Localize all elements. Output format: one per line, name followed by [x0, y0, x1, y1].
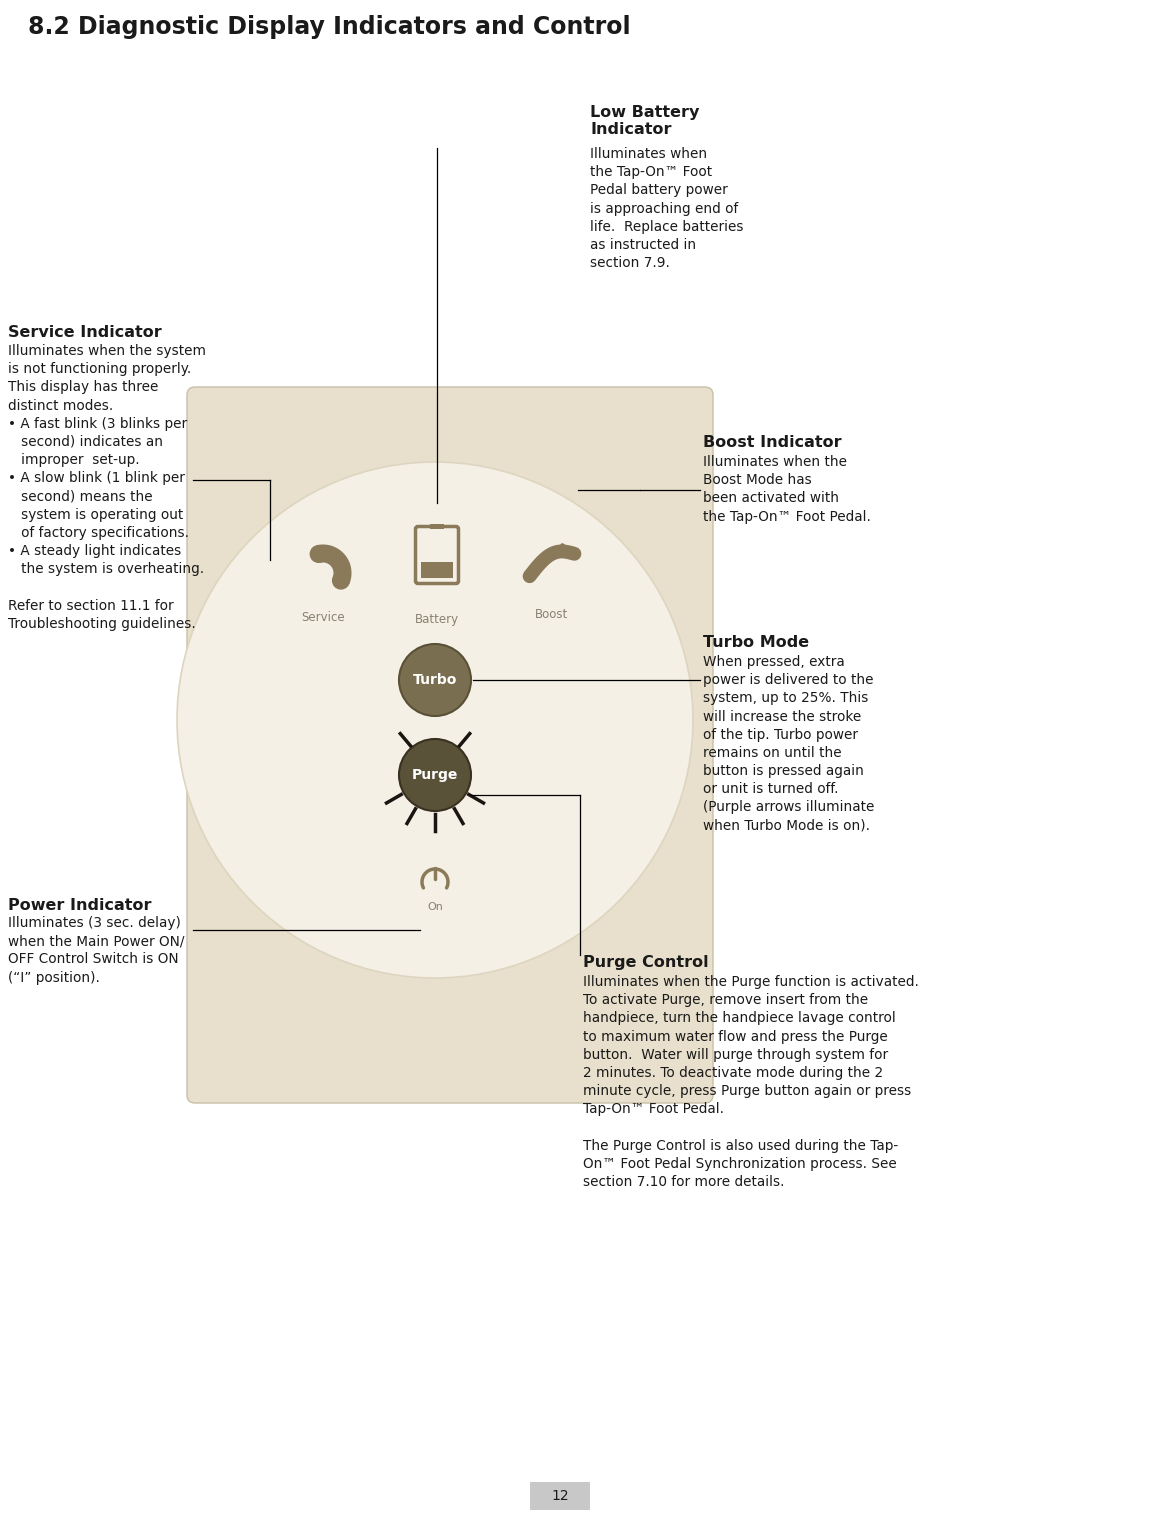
- Bar: [530, 1482, 590, 1510]
- Text: 12: 12: [551, 1489, 569, 1504]
- Bar: [430, 524, 443, 530]
- Text: Boost: Boost: [536, 607, 568, 621]
- Circle shape: [332, 572, 349, 589]
- Text: Battery: Battery: [415, 613, 459, 626]
- Text: When pressed, extra
power is delivered to the
system, up to 25%. This
will incre: When pressed, extra power is delivered t…: [703, 654, 875, 833]
- Text: Illuminates (3 sec. delay)
when the Main Power ON/
OFF Control Switch is ON
(“I”: Illuminates (3 sec. delay) when the Main…: [8, 916, 184, 985]
- Text: Illuminates when the Purge function is activated.
To activate Purge, remove inse: Illuminates when the Purge function is a…: [583, 976, 919, 1189]
- Text: Turbo Mode: Turbo Mode: [703, 635, 809, 650]
- Text: Boost Indicator: Boost Indicator: [703, 435, 841, 451]
- Circle shape: [310, 546, 327, 562]
- Text: On: On: [427, 903, 443, 912]
- Text: Low Battery
Indicator: Low Battery Indicator: [590, 105, 699, 137]
- Text: Illuminates when
the Tap-On™ Foot
Pedal battery power
is approaching end of
life: Illuminates when the Tap-On™ Foot Pedal …: [590, 148, 744, 269]
- Text: Power Indicator: Power Indicator: [8, 898, 152, 913]
- Circle shape: [177, 463, 693, 979]
- Circle shape: [399, 644, 471, 715]
- Text: Service Indicator: Service Indicator: [8, 326, 162, 339]
- Polygon shape: [317, 545, 351, 584]
- Bar: [421, 563, 454, 578]
- FancyBboxPatch shape: [187, 387, 713, 1103]
- Text: 8.2 Diagnostic Display Indicators and Control: 8.2 Diagnostic Display Indicators and Co…: [28, 15, 631, 40]
- Text: Illuminates when the system
is not functioning properly.
This display has three
: Illuminates when the system is not funct…: [8, 344, 206, 630]
- Text: Purge: Purge: [412, 769, 458, 782]
- Text: Turbo: Turbo: [413, 673, 457, 686]
- Text: Illuminates when the
Boost Mode has
been activated with
the Tap-On™ Foot Pedal.: Illuminates when the Boost Mode has been…: [703, 455, 871, 524]
- Text: Purge Control: Purge Control: [583, 954, 708, 970]
- Text: Service: Service: [301, 610, 345, 624]
- Circle shape: [399, 740, 471, 811]
